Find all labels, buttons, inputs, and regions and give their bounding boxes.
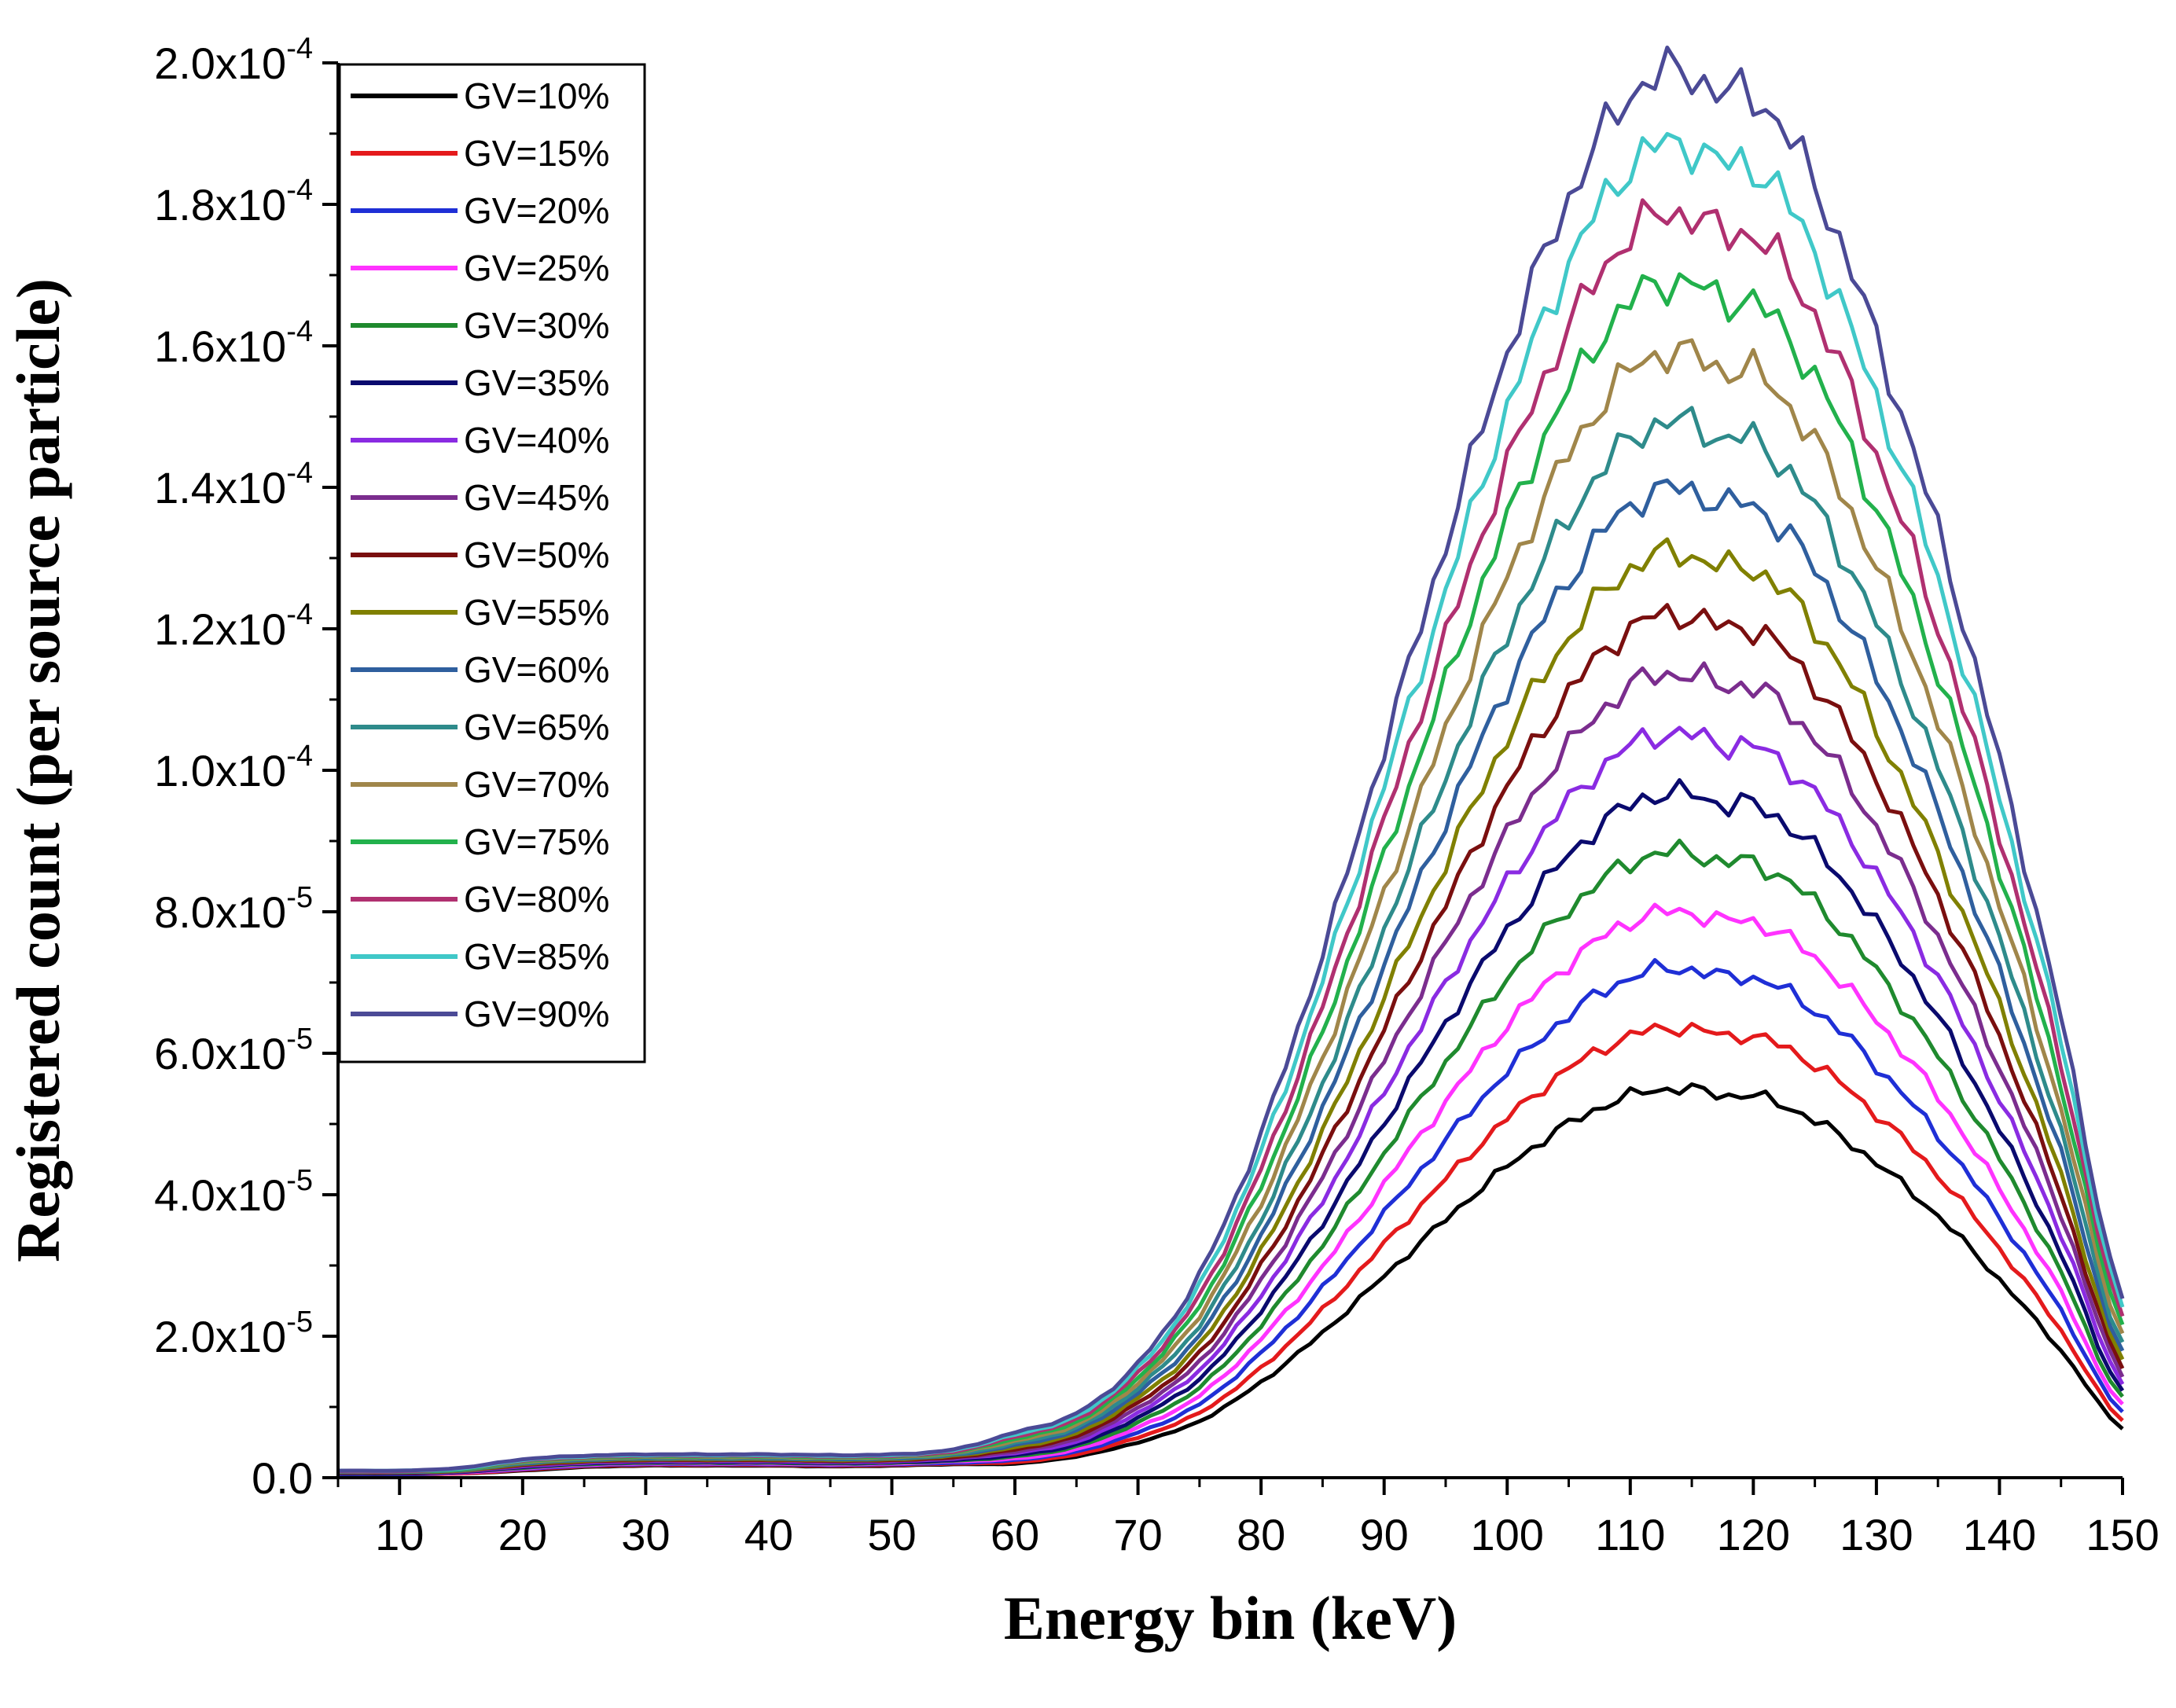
legend-label: GV=80% [464, 879, 609, 920]
y-tick-mantissa: 1.4x10 [154, 463, 286, 512]
y-tick-label: 6.0x10-5 [154, 1023, 313, 1078]
x-tick-label: 50 [867, 1510, 916, 1559]
legend-label: GV=15% [464, 133, 609, 174]
x-tick-label: 150 [2086, 1510, 2159, 1559]
y-tick-mantissa: 1.0x10 [154, 746, 286, 795]
y-tick-mantissa: 2.0x10 [154, 1312, 286, 1361]
legend-label: GV=60% [464, 649, 609, 690]
x-tick-label: 100 [1471, 1510, 1544, 1559]
y-tick-label: 4.0x10-5 [154, 1164, 313, 1220]
x-tick-label: 40 [744, 1510, 793, 1559]
x-tick-label: 90 [1360, 1510, 1409, 1559]
x-tick-label: 130 [1840, 1510, 1913, 1559]
legend-label: GV=70% [464, 764, 609, 805]
y-tick-exponent: -5 [286, 881, 313, 914]
y-tick-mantissa: 6.0x10 [154, 1029, 286, 1078]
legend-label: GV=45% [464, 477, 609, 518]
legend-label: GV=50% [464, 534, 609, 575]
y-tick-label: 1.2x10-4 [154, 598, 313, 654]
y-tick-exponent: -4 [286, 32, 313, 65]
series-layer [337, 46, 2125, 1477]
x-tick-label: 70 [1113, 1510, 1162, 1559]
ticks-layer: 10 20 30 40 50 60 70 80 90 100 110 120 130 140 150 0.0 2… [154, 32, 2159, 1559]
y-tick-label: 0.0 [252, 1453, 313, 1503]
x-tick-label: 120 [1717, 1510, 1790, 1559]
y-tick-exponent: -4 [286, 598, 313, 631]
y-tick-exponent: -4 [286, 740, 313, 773]
legend-label: GV=30% [464, 305, 609, 346]
y-tick-exponent: -4 [286, 174, 313, 207]
y-tick-exponent: -5 [286, 1164, 313, 1197]
y-axis-title: Registered count (per source particle) [4, 278, 72, 1262]
y-tick-mantissa: 2.0x10 [154, 39, 286, 88]
y-tick-mantissa: 4.0x10 [154, 1170, 286, 1220]
y-tick-mantissa: 1.6x10 [154, 321, 286, 371]
legend-label: GV=20% [464, 190, 609, 231]
legend: GV=10% GV=15% GV=20% GV=25% GV=30% GV=35% GV=4… [338, 63, 646, 1063]
y-tick-exponent: -4 [286, 315, 313, 348]
legend-box [338, 63, 646, 1063]
x-tick-label: 80 [1237, 1510, 1285, 1559]
x-tick-label: 140 [1963, 1510, 2036, 1559]
y-tick-label: 1.0x10-4 [154, 740, 313, 795]
series-line-gv-90- [337, 46, 2125, 1473]
x-tick-label: 110 [1595, 1510, 1665, 1559]
x-tick-label: 60 [991, 1510, 1039, 1559]
x-tick-label: 20 [498, 1510, 547, 1559]
legend-label: GV=40% [464, 420, 609, 461]
x-axis-title: Energy bin (keV) [1004, 1584, 1457, 1652]
y-tick-mantissa: 1.8x10 [154, 180, 286, 230]
y-tick-mantissa: 1.2x10 [154, 604, 286, 654]
y-tick-mantissa: 8.0x10 [154, 887, 286, 937]
x-tick-label: 30 [621, 1510, 670, 1559]
y-tick-exponent: -5 [286, 1023, 313, 1056]
y-tick-label: 1.4x10-4 [154, 457, 313, 512]
y-tick-label: 2.0x10-4 [154, 32, 313, 88]
y-tick-mantissa: 0.0 [252, 1453, 313, 1503]
legend-label: GV=10% [464, 75, 609, 116]
y-tick-label: 1.6x10-4 [154, 315, 313, 371]
legend-label: GV=55% [464, 592, 609, 633]
y-tick-exponent: -4 [286, 457, 313, 490]
y-tick-exponent: -5 [286, 1306, 313, 1339]
legend-label: GV=25% [464, 248, 609, 288]
y-tick-label: 8.0x10-5 [154, 881, 313, 937]
legend-label: GV=85% [464, 936, 609, 977]
y-tick-label: 1.8x10-4 [154, 174, 313, 230]
legend-label: GV=35% [464, 362, 609, 403]
legend-label: GV=65% [464, 707, 609, 747]
legend-label: GV=90% [464, 994, 609, 1034]
legend-label: GV=75% [464, 821, 609, 862]
y-tick-label: 2.0x10-5 [154, 1306, 313, 1361]
x-tick-label: 10 [375, 1510, 424, 1559]
